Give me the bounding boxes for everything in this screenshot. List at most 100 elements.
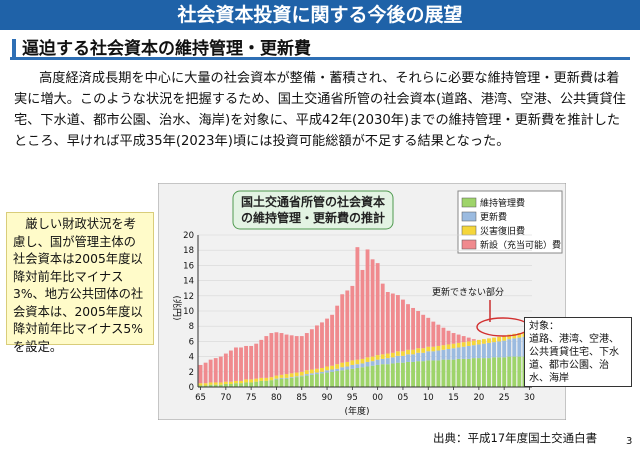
y-tick-label: 12 bbox=[183, 292, 194, 302]
bar-segment-new bbox=[385, 292, 390, 354]
bar-segment-renewal bbox=[315, 372, 319, 375]
bar-segment-disaster bbox=[269, 377, 274, 381]
bar-segment-new bbox=[416, 311, 421, 349]
bar-segment-renewal bbox=[421, 352, 426, 362]
bar-segment-maintenance bbox=[401, 362, 405, 387]
section-heading-text: 逼迫する社会資本の維持管理・更新費 bbox=[22, 39, 311, 59]
bar-segment-maintenance bbox=[294, 377, 299, 387]
bar-segment-disaster bbox=[350, 360, 355, 365]
bar-segment-disaster bbox=[401, 351, 405, 356]
bar-segment-renewal bbox=[380, 358, 385, 365]
bar-segment-maintenance bbox=[370, 365, 375, 387]
bar-segment-new bbox=[355, 247, 360, 360]
heading-accent-bar bbox=[12, 39, 16, 57]
bar-segment-maintenance bbox=[289, 377, 294, 387]
bar-segment-maintenance bbox=[340, 370, 345, 387]
intro-paragraph: 高度経済成長期を中心に大量の社会資本が整備・蓄積され、それらに必要な維持管理・更… bbox=[14, 71, 626, 149]
bar-segment-maintenance bbox=[471, 358, 476, 387]
bar-segment-disaster bbox=[330, 365, 335, 370]
bar-segment-maintenance bbox=[264, 380, 269, 387]
bar-segment-disaster bbox=[259, 377, 264, 381]
bar-segment-renewal bbox=[436, 350, 441, 361]
bar-segment-disaster bbox=[213, 382, 218, 385]
bar-segment-disaster bbox=[198, 383, 203, 386]
bar-segment-new bbox=[228, 350, 233, 382]
legend-swatch-maintenance bbox=[461, 197, 477, 208]
bar-segment-maintenance bbox=[325, 372, 329, 387]
bar-segment-disaster bbox=[223, 381, 228, 384]
bar-segment-new bbox=[249, 345, 254, 380]
bar-segment-disaster bbox=[411, 349, 415, 355]
bar-segment-new bbox=[471, 339, 476, 341]
bar-segment-maintenance bbox=[426, 360, 431, 387]
y-tick-label: 6 bbox=[189, 337, 194, 347]
bar-segment-disaster bbox=[315, 368, 319, 373]
bar-segment-new bbox=[304, 333, 309, 371]
bar-segment-maintenance bbox=[208, 384, 213, 387]
bar-segment-renewal bbox=[309, 373, 314, 375]
bar-segment-disaster bbox=[476, 339, 481, 345]
bar-segment-new bbox=[406, 304, 410, 350]
x-tick-label: 70 bbox=[220, 393, 231, 403]
bar-segment-maintenance bbox=[385, 364, 390, 387]
x-tick-label: 10 bbox=[423, 393, 434, 403]
x-tick-label: 75 bbox=[246, 393, 257, 403]
bar-segment-disaster bbox=[507, 334, 512, 340]
bar-segment-new bbox=[390, 293, 395, 353]
bar-segment-maintenance bbox=[446, 359, 451, 387]
bar-segment-renewal bbox=[370, 361, 375, 366]
x-axis-label: (年度) bbox=[344, 405, 369, 417]
bar-segment-new bbox=[441, 327, 446, 346]
bar-segment-disaster bbox=[461, 342, 466, 347]
bar-segment-disaster bbox=[406, 349, 410, 355]
bar-segment-disaster bbox=[249, 379, 254, 383]
bar-segment-disaster bbox=[325, 366, 329, 371]
bar-segment-renewal bbox=[365, 361, 370, 367]
bar-segment-renewal bbox=[385, 358, 390, 365]
bar-segment-renewal bbox=[426, 351, 431, 361]
bar-segment-disaster bbox=[335, 364, 340, 369]
bar-segment-disaster bbox=[203, 383, 208, 386]
bar-segment-renewal bbox=[294, 376, 299, 378]
bar-segment-new bbox=[340, 294, 345, 363]
bar-segment-new bbox=[309, 329, 314, 370]
bar-segment-new bbox=[254, 343, 259, 379]
bar-segment-new bbox=[375, 263, 380, 356]
bar-segment-renewal bbox=[274, 378, 279, 380]
y-tick-label: 2 bbox=[189, 368, 194, 378]
slide-title: 社会資本投資に関する今後の展望 bbox=[0, 0, 640, 30]
bar-segment-disaster bbox=[502, 336, 507, 341]
bar-segment-renewal bbox=[416, 352, 421, 362]
bar-segment-new bbox=[370, 259, 375, 357]
bar-segment-new bbox=[284, 334, 289, 375]
bar-segment-maintenance bbox=[365, 366, 370, 387]
bar-segment-new bbox=[279, 333, 284, 375]
y-axis-label: (兆円) bbox=[171, 295, 182, 320]
bar-segment-disaster bbox=[456, 342, 461, 348]
y-tick-label: 10 bbox=[183, 307, 194, 317]
y-tick-label: 16 bbox=[183, 261, 194, 271]
bar-segment-renewal bbox=[395, 355, 400, 363]
bar-segment-disaster bbox=[289, 373, 294, 378]
bar-segment-maintenance bbox=[517, 356, 522, 387]
bar-segment-new bbox=[244, 345, 248, 380]
bar-segment-renewal bbox=[330, 369, 335, 372]
bar-segment-maintenance bbox=[355, 368, 360, 387]
bar-segment-renewal bbox=[466, 345, 471, 359]
y-tick-label: 14 bbox=[183, 277, 194, 287]
bar-segment-renewal bbox=[411, 354, 415, 362]
bar-segment-maintenance bbox=[315, 374, 319, 387]
bar-segment-maintenance bbox=[198, 385, 203, 387]
y-tick-label: 20 bbox=[183, 231, 194, 241]
target-infrastructure-box: 対象： 道路、港湾、空港、公共賃貸住宅、下水道、都市公園、治水、海岸 bbox=[524, 317, 632, 387]
bar-segment-maintenance bbox=[239, 383, 243, 387]
bar-segment-maintenance bbox=[330, 371, 335, 387]
bar-segment-disaster bbox=[239, 380, 243, 384]
bar-segment-maintenance bbox=[259, 380, 264, 387]
bar-segment-maintenance bbox=[360, 367, 365, 387]
y-tick-label: 8 bbox=[189, 322, 194, 332]
bar-segment-disaster bbox=[279, 374, 284, 378]
bar-segment-maintenance bbox=[309, 374, 314, 387]
bar-segment-new bbox=[289, 335, 294, 374]
bar-segment-disaster bbox=[512, 333, 517, 339]
